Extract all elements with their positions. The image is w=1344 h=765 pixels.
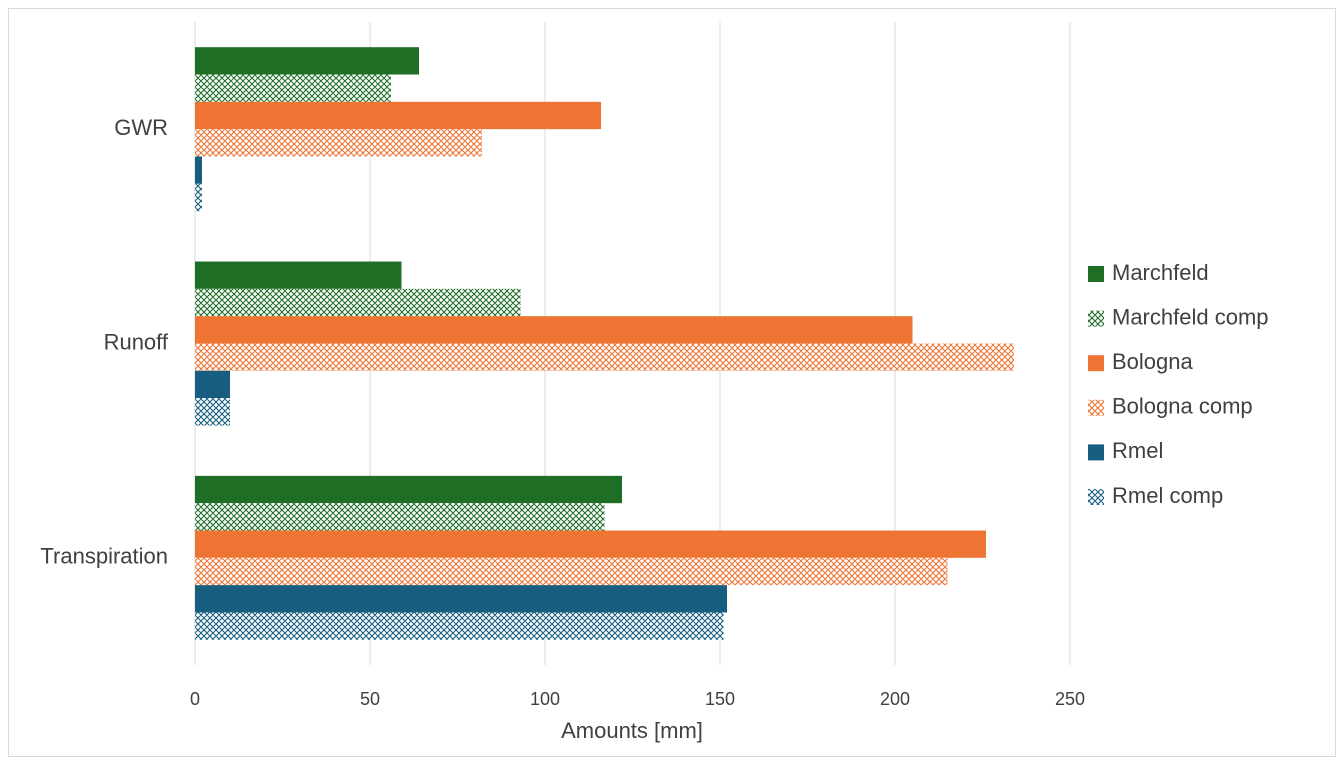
y-tick-label: Transpiration (40, 544, 168, 569)
bar (195, 316, 913, 344)
legend-swatch (1088, 399, 1104, 416)
legend-swatch (1088, 355, 1104, 372)
x-tick-label: 250 (1055, 689, 1085, 709)
x-tick-label: 100 (530, 689, 560, 709)
bar (195, 557, 948, 586)
bar (195, 343, 1014, 371)
legend-label: Marchfeld comp (1112, 304, 1269, 329)
bar (195, 47, 419, 75)
bar (195, 156, 202, 184)
y-tick-label: GWR (114, 115, 168, 140)
bar (195, 129, 482, 157)
y-tick-label: Runoff (104, 329, 169, 354)
legend-label: Bologna comp (1112, 394, 1253, 419)
bar (195, 475, 622, 504)
legend-swatch (1088, 266, 1104, 282)
bar (195, 398, 230, 426)
bar (195, 288, 521, 317)
x-tick-label: 150 (705, 689, 735, 709)
x-tick-label: 0 (190, 689, 200, 709)
bar (195, 612, 724, 640)
legend-swatch (1088, 489, 1104, 505)
legend-label: Bologna (1112, 349, 1194, 374)
x-tick-label: 200 (880, 689, 910, 709)
legend-label: Rmel comp (1112, 483, 1223, 508)
legend-label: Rmel (1112, 438, 1163, 463)
bar (195, 261, 402, 289)
bar (195, 74, 391, 102)
bar (195, 530, 986, 558)
x-tick-label: 50 (360, 689, 380, 709)
bar (195, 585, 727, 613)
legend-label: Marchfeld (1112, 260, 1209, 285)
bar (195, 370, 230, 399)
legend-swatch (1088, 310, 1104, 327)
legend-swatch (1088, 444, 1104, 461)
bar (195, 183, 202, 212)
bar (195, 101, 601, 130)
x-axis-title: Amounts [mm] (561, 718, 703, 743)
bar (195, 503, 605, 531)
